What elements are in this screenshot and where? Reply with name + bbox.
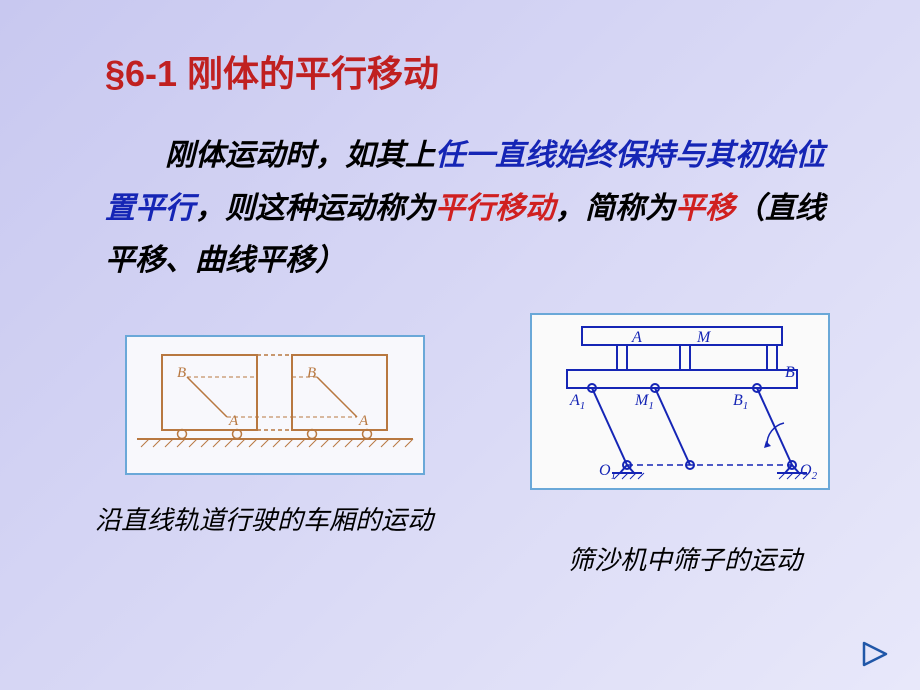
svg-text:B: B bbox=[307, 365, 316, 381]
text-seg: 刚体运动时，如其上 bbox=[165, 139, 435, 172]
figure-curvilinear-translation: A M B A1 M1 B1 O1 O2 bbox=[530, 313, 830, 490]
svg-text:M: M bbox=[696, 329, 712, 346]
svg-text:M1: M1 bbox=[634, 392, 654, 412]
text-seg: ，则这种运动称为 bbox=[195, 192, 435, 225]
text-seg-term: 平行移动 bbox=[435, 192, 555, 225]
figure-linear-translation: B A B A bbox=[125, 335, 425, 475]
text-seg-term: 平移 bbox=[675, 192, 735, 225]
svg-text:A: A bbox=[631, 329, 642, 346]
section-title: §6-1 刚体的平行移动 bbox=[105, 45, 439, 97]
caption-linear: 沿直线轨道行驶的车厢的运动 bbox=[95, 500, 433, 537]
caption-curvilinear: 筛沙机中筛子的运动 bbox=[568, 540, 802, 577]
svg-text:O2: O2 bbox=[800, 462, 818, 482]
text-seg: ，简称为 bbox=[555, 192, 675, 225]
svg-text:B: B bbox=[785, 364, 795, 381]
svg-text:B1: B1 bbox=[733, 392, 748, 412]
next-slide-button[interactable] bbox=[860, 637, 894, 676]
svg-text:A1: A1 bbox=[569, 392, 585, 412]
svg-text:B: B bbox=[177, 365, 186, 381]
svg-text:O1: O1 bbox=[599, 462, 616, 482]
definition-paragraph: 刚体运动时，如其上任一直线始终保持与其初始位置平行，则这种运动称为平行移动，简称… bbox=[105, 130, 835, 288]
svg-text:A: A bbox=[358, 413, 369, 429]
svg-text:A: A bbox=[228, 413, 239, 429]
